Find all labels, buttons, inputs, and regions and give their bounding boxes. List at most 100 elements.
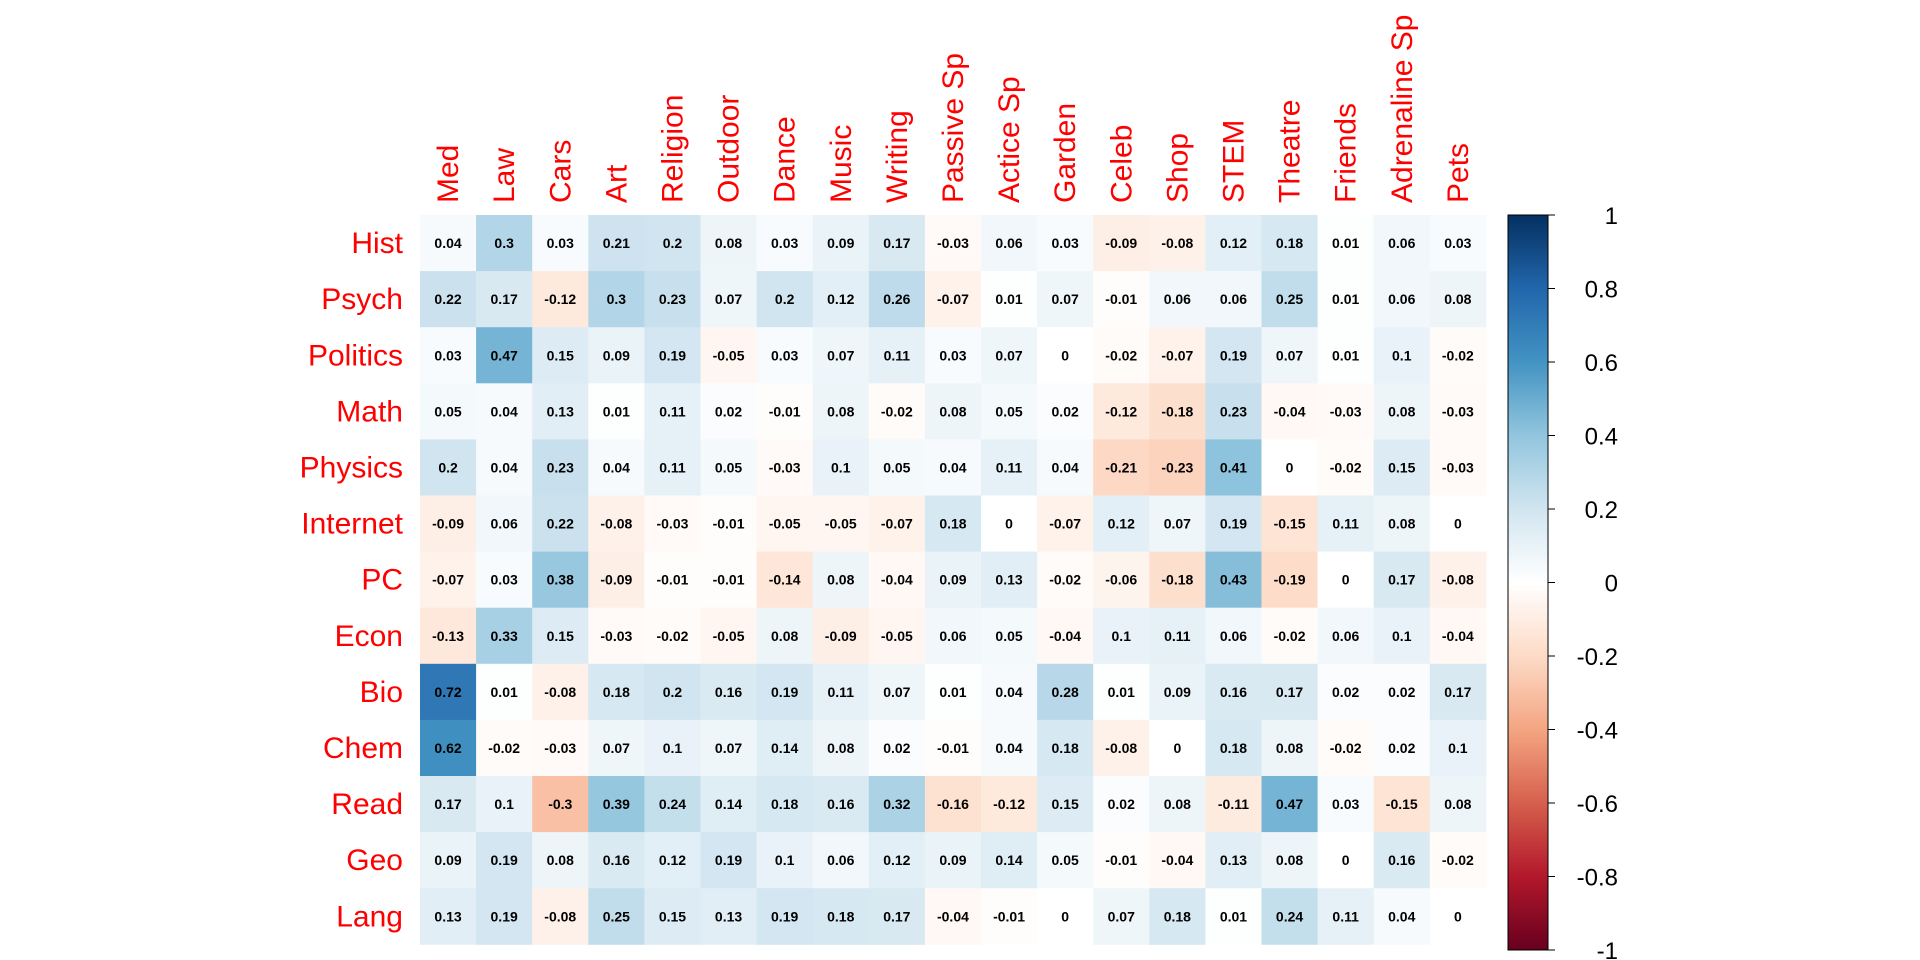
cell-pc-law — [476, 551, 533, 609]
cell-value: 0.08 — [939, 403, 966, 419]
cell-value: 0.12 — [827, 291, 854, 307]
cell-value: -0.12 — [1105, 403, 1137, 419]
cell-value: -0.06 — [1105, 572, 1137, 588]
cell-internet-cars — [532, 495, 589, 553]
cell-pc-dance — [756, 551, 814, 609]
cell-internet-shop — [1149, 495, 1206, 553]
cell-psych-med — [420, 271, 477, 328]
cell-econ-outdoor — [700, 607, 758, 665]
cell-value: 0.07 — [1164, 516, 1191, 532]
cell-value: -0.03 — [656, 516, 688, 532]
cell-value: 0.33 — [491, 628, 518, 644]
cell-psych-writing — [868, 271, 926, 328]
cell-physics-pets — [1429, 439, 1487, 496]
cell-read-stem — [1205, 776, 1262, 833]
cell-value: 0.03 — [547, 235, 574, 251]
cell-read-passive-sp — [924, 776, 982, 833]
cell-internet-art — [588, 495, 645, 553]
cell-geo-law — [476, 832, 533, 889]
cell-value: 0.19 — [771, 908, 798, 924]
cell-value: 0.05 — [434, 403, 461, 419]
cell-internet-dance — [756, 495, 814, 553]
cell-econ-pets — [1429, 607, 1487, 665]
cell-chem-art — [588, 719, 645, 777]
cell-internet-garden — [1037, 495, 1094, 553]
cell-read-religion — [644, 776, 701, 833]
cell-value: 0.17 — [1388, 572, 1415, 588]
cell-value: -0.03 — [1442, 459, 1474, 475]
cell-internet-pets — [1429, 495, 1487, 553]
cell-internet-adrenaline-sp — [1373, 495, 1431, 553]
cell-value: 0.07 — [995, 347, 1022, 363]
cell-value: 0.2 — [775, 291, 795, 307]
cell-value: 0.17 — [434, 796, 461, 812]
cell-value: 0 — [1454, 908, 1462, 924]
cell-value: 0.08 — [1164, 796, 1191, 812]
cell-politics-celeb — [1093, 327, 1150, 384]
cell-econ-writing — [868, 607, 926, 665]
cell-value: 0.04 — [1388, 908, 1415, 924]
cell-econ-adrenaline-sp — [1373, 607, 1431, 665]
cell-value: 0.47 — [1276, 796, 1303, 812]
cell-value: 0.22 — [434, 291, 461, 307]
cell-value: 0.25 — [603, 908, 630, 924]
cell-lang-dance — [756, 888, 814, 945]
cell-value: 0.24 — [1276, 908, 1303, 924]
cell-psych-music — [812, 271, 870, 328]
cell-math-pets — [1429, 383, 1487, 440]
cell-read-med — [420, 776, 477, 833]
cell-geo-pets — [1429, 832, 1487, 889]
cell-bio-art — [588, 663, 645, 721]
cell-lang-friends — [1317, 888, 1375, 945]
cell-politics-actice-sp — [981, 327, 1038, 384]
cell-value: 0.19 — [1220, 347, 1247, 363]
cell-value: 0.15 — [547, 347, 574, 363]
cell-value: 0.01 — [1332, 291, 1359, 307]
cell-internet-outdoor — [700, 495, 758, 553]
cell-value: 0.03 — [1444, 235, 1471, 251]
cell-econ-cars — [532, 607, 589, 665]
cell-chem-adrenaline-sp — [1373, 719, 1431, 777]
cell-value: 0.3 — [607, 291, 627, 307]
cell-read-pets — [1429, 776, 1487, 833]
colorbar-gradient — [1507, 214, 1549, 951]
cell-physics-writing — [868, 439, 926, 496]
cell-value: -0.23 — [1161, 459, 1193, 475]
cell-value: 0.24 — [659, 796, 686, 812]
cell-value: -0.08 — [544, 908, 576, 924]
column-label-cars: Cars — [544, 140, 577, 203]
cell-value: 0.15 — [547, 628, 574, 644]
cell-geo-actice-sp — [981, 832, 1038, 889]
row-labels: Hist Psych Politics Math Physics Internet PC Ec… — [300, 227, 404, 933]
cell-value: 0.1 — [1112, 628, 1132, 644]
cell-bio-actice-sp — [981, 663, 1038, 721]
cell-value: -0.01 — [656, 572, 688, 588]
cell-lang-theatre — [1261, 888, 1319, 945]
cell-value: -0.07 — [881, 516, 913, 532]
cell-value: -0.13 — [432, 628, 464, 644]
cell-value: 0.06 — [939, 628, 966, 644]
colorbar: 1 0.8 0.6 0.4 0.2 0 -0.2 -0.4 -0.6 -0.8 -1 — [1507, 203, 1618, 960]
cell-value: 0.38 — [547, 572, 574, 588]
cell-value: -0.05 — [881, 628, 913, 644]
cell-value: 0.18 — [1164, 908, 1191, 924]
cell-value: 0.12 — [883, 852, 910, 868]
cell-value: 0.41 — [1220, 459, 1247, 475]
cell-value: -0.18 — [1161, 403, 1193, 419]
cell-psych-friends — [1317, 271, 1375, 328]
cell-value: -0.04 — [1442, 628, 1474, 644]
cell-math-dance — [756, 383, 814, 440]
cell-pc-religion — [644, 551, 701, 609]
cell-math-friends — [1317, 383, 1375, 440]
cell-econ-law — [476, 607, 533, 665]
cell-value: 0.26 — [883, 291, 910, 307]
cell-math-religion — [644, 383, 701, 440]
cell-physics-shop — [1149, 439, 1206, 496]
cell-read-celeb — [1093, 776, 1150, 833]
cell-read-writing — [868, 776, 926, 833]
cell-psych-art — [588, 271, 645, 328]
cell-value: 0.06 — [995, 235, 1022, 251]
cell-hist-art — [588, 215, 645, 272]
cell-internet-law — [476, 495, 533, 553]
cell-politics-music — [812, 327, 870, 384]
